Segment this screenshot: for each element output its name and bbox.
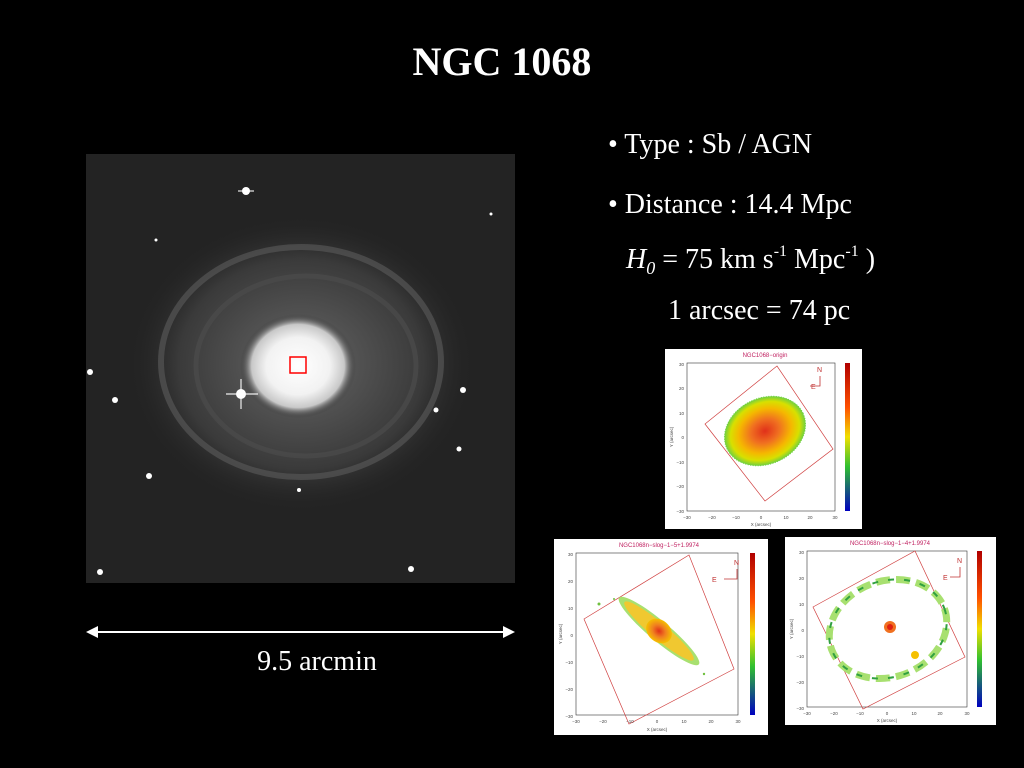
- compass-n-3: N: [957, 558, 962, 565]
- x-tick: −10: [732, 515, 740, 520]
- y-tick: −20: [796, 680, 804, 685]
- y-tick: 0: [681, 435, 684, 440]
- x-tick: 0: [656, 719, 659, 724]
- x-tick: 30: [964, 711, 970, 716]
- y-tick: 10: [679, 411, 685, 416]
- h0-exp2: -1: [845, 243, 859, 260]
- h0-symbol: H: [626, 244, 647, 275]
- y-axis-label: Y (arcsec): [669, 426, 674, 447]
- y-axis-label: Y (arcsec): [789, 618, 794, 639]
- panel-title-slog-1-5: NGC1068n−slog−1−5+1.9974: [619, 543, 700, 549]
- y-tick: −30: [676, 509, 684, 514]
- center-region-box: [289, 356, 307, 374]
- y-tick: 10: [568, 606, 574, 611]
- panel-title-origin: NGC1068−origin: [743, 353, 788, 359]
- y-tick: 20: [679, 386, 685, 391]
- compass-e-3: E: [943, 575, 948, 582]
- y-tick: −10: [796, 654, 804, 659]
- h0-exp1: -1: [773, 243, 788, 260]
- h0-unit: Mpc: [787, 244, 846, 275]
- x-tick: −30: [803, 711, 811, 716]
- y-tick: −30: [565, 714, 573, 719]
- y-tick: −20: [676, 484, 684, 489]
- x-tick: −20: [708, 515, 716, 520]
- x-tick: −10: [856, 711, 864, 716]
- x-tick: 0: [886, 711, 889, 716]
- arcsec-scale: 1 arcsec = 74 pc: [668, 295, 851, 326]
- y-tick: 30: [568, 552, 574, 557]
- h0-subscript: 0: [646, 258, 656, 278]
- y-tick: −30: [796, 706, 804, 711]
- x-axis-label: X (arcsec): [751, 522, 772, 527]
- h0-value: = 75 km s: [662, 244, 774, 275]
- y-tick: 20: [799, 576, 805, 581]
- compass-n-2: N: [734, 560, 739, 567]
- y-axis-label: Y (arcsec): [558, 623, 563, 644]
- x-tick: −30: [572, 719, 580, 724]
- slide-title: NGC 1068: [412, 39, 592, 84]
- x-tick: 20: [937, 711, 943, 716]
- y-tick: −10: [676, 460, 684, 465]
- compass-e-1: E: [811, 384, 816, 391]
- x-tick: 20: [807, 515, 813, 520]
- y-tick: 0: [570, 633, 573, 638]
- y-tick: −20: [565, 687, 573, 692]
- x-axis-label: X (arcsec): [647, 727, 668, 732]
- scale-bar: [86, 622, 515, 642]
- contour-panel-slog-1-5: NGC1068n−slog−1−5+1.9974 N E −30 −20 −10…: [554, 539, 768, 735]
- x-tick: 20: [708, 719, 714, 724]
- x-tick: 10: [681, 719, 687, 724]
- hubble-constant-line: H0 = 75 km s-1 Mpc-1 ): [626, 242, 875, 280]
- x-tick: 30: [832, 515, 838, 520]
- y-tick: 30: [799, 550, 805, 555]
- x-tick: −30: [683, 515, 691, 520]
- contour-panel-origin: NGC1068−origin N E −30 −20 −10 0 10 20 3…: [665, 349, 862, 529]
- galaxy-image: [86, 154, 515, 583]
- contour-panel-slog-1-4: NGC1068n−slog−1−4+1.9974 N E −30 −20 −10…: [785, 537, 996, 725]
- y-tick: 20: [568, 579, 574, 584]
- x-tick: 10: [783, 515, 789, 520]
- compass-e-2: E: [712, 577, 717, 584]
- x-tick: 0: [760, 515, 763, 520]
- y-tick: 30: [679, 362, 685, 367]
- x-tick: 10: [911, 711, 917, 716]
- panel-title-slog-1-4: NGC1068n−slog−1−4+1.9974: [850, 541, 931, 547]
- x-tick: −20: [599, 719, 607, 724]
- x-tick: 30: [735, 719, 741, 724]
- stars: [87, 187, 493, 575]
- distance-bullet: • Distance : 14.4 Mpc: [608, 189, 852, 220]
- h0-paren: ): [858, 244, 876, 275]
- x-axis-label: X (arcsec): [877, 718, 898, 723]
- y-tick: 0: [801, 628, 804, 633]
- scale-bar-label: 9.5 arcmin: [257, 646, 377, 677]
- type-bullet: • Type : Sb / AGN: [608, 129, 813, 160]
- y-tick: −10: [565, 660, 573, 665]
- x-tick: −10: [626, 719, 634, 724]
- y-tick: 10: [799, 602, 805, 607]
- compass-n-1: N: [817, 367, 822, 374]
- x-tick: −20: [830, 711, 838, 716]
